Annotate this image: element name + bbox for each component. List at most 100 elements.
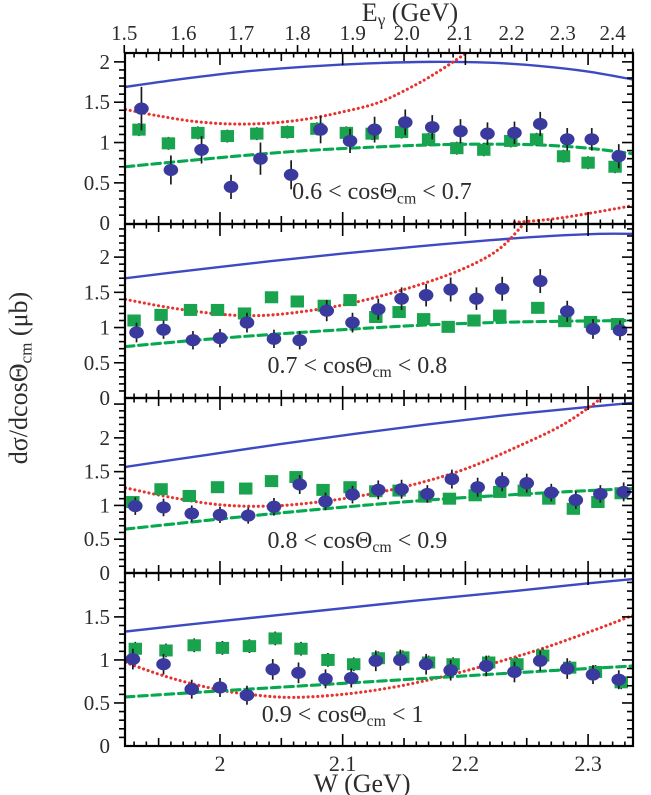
bottom-axis-title: W (GeV) (314, 769, 411, 795)
circle-data-point (543, 486, 559, 499)
top-axis-tick-label: 2.0 (394, 21, 420, 45)
y-tick-label: 0 (100, 561, 111, 585)
y-tick-label: 1 (100, 648, 111, 672)
model-curve-solid-blue (125, 577, 633, 633)
square-data-point (529, 133, 544, 146)
circle-data-point (266, 500, 282, 513)
y-tick-label: 0.5 (84, 171, 110, 195)
panel-1-circle-points (134, 86, 627, 199)
circle-data-point (532, 117, 548, 131)
panel-2: 2 1.5 1 0.5 0 0.7 < cosΘcm < 0.8 (84, 222, 635, 410)
square-data-point (182, 489, 196, 502)
circle-data-point (611, 150, 627, 163)
square-data-point (294, 642, 308, 655)
square-data-point (159, 644, 173, 657)
circle-data-point (156, 501, 171, 514)
circle-data-point (128, 500, 143, 513)
square-data-point (128, 642, 143, 655)
square-data-point (191, 126, 205, 139)
circle-data-point (184, 683, 200, 696)
square-data-point (132, 123, 146, 136)
circle-data-point (370, 483, 386, 496)
circle-data-point (212, 332, 228, 345)
circle-data-point (494, 475, 510, 488)
square-data-point (264, 475, 279, 488)
bottom-axis-tick-label: 2.2 (452, 751, 480, 776)
circle-data-point (343, 671, 359, 685)
square-data-point (347, 658, 361, 671)
square-data-point (467, 314, 481, 327)
square-data-point (210, 303, 225, 316)
circle-data-point (265, 663, 281, 676)
top-axis-tick-label: 2.1 (447, 21, 473, 45)
square-data-point (161, 137, 176, 150)
circle-data-point (318, 495, 333, 508)
y-tick-label: 0 (100, 734, 111, 758)
circle-data-point (212, 508, 228, 521)
circle-data-point (507, 126, 522, 139)
square-data-point (250, 127, 264, 140)
square-data-point (558, 315, 572, 328)
model-curve-dashed-green (125, 142, 633, 169)
panel-1: 2 1.5 1 0.5 0 0.6 < cosΘcm < 0.7 (84, 50, 635, 235)
top-axis-tick-label: 2.2 (499, 21, 525, 45)
circle-data-point (584, 133, 600, 146)
top-axis-tick-label: 1.7 (228, 21, 254, 45)
circle-data-point (418, 289, 434, 302)
model-curve-dashed-green (125, 318, 633, 349)
circle-data-point (239, 689, 255, 702)
circle-data-point (494, 282, 510, 295)
square-data-point (210, 481, 225, 494)
circle-data-point (342, 134, 358, 148)
circle-data-point (393, 653, 408, 667)
square-data-point (154, 483, 168, 496)
square-data-point (237, 307, 252, 320)
square-data-point (531, 301, 545, 314)
circle-data-point (134, 102, 149, 115)
top-axis-tick-label: 1.8 (284, 21, 310, 45)
circle-data-point (397, 116, 413, 129)
square-data-point (493, 485, 507, 498)
circle-data-point (559, 662, 575, 675)
circle-data-point (585, 668, 601, 681)
circle-data-point (266, 332, 282, 345)
panel-4-circle-points (125, 648, 627, 705)
y-tick-label: 2 (100, 426, 111, 450)
circle-data-point (313, 123, 328, 136)
circle-data-point (443, 283, 458, 296)
panel-3-circle-points (128, 469, 631, 524)
square-data-point (154, 308, 168, 321)
square-data-point (566, 502, 581, 515)
model-curve-solid-blue (125, 60, 633, 89)
panel-2-circle-points (129, 269, 628, 350)
y-tick-label: 0 (100, 386, 111, 410)
square-data-point (280, 126, 295, 139)
square-data-point (242, 640, 257, 653)
circle-data-point (163, 163, 179, 177)
y-tick-label: 0 (100, 211, 111, 235)
circle-data-point (469, 292, 484, 305)
model-curve-solid-blue (125, 401, 633, 469)
square-data-point (239, 482, 253, 495)
square-data-point (183, 303, 198, 316)
circle-data-point (568, 493, 584, 507)
square-data-point (392, 306, 406, 319)
circle-data-point (532, 654, 548, 667)
y-tick-label: 0.5 (84, 691, 110, 715)
circle-data-point (345, 316, 360, 329)
circle-data-point (156, 323, 171, 336)
top-axis-tick-label: 1.6 (170, 21, 196, 45)
circle-data-point (253, 152, 268, 165)
square-data-point (268, 632, 282, 645)
circle-data-point (370, 303, 386, 316)
circle-data-point (394, 292, 409, 305)
circle-data-point (593, 487, 608, 501)
panel-1-range-label: 0.6 < cosΘcm < 0.7 (292, 179, 472, 207)
circle-data-point (519, 477, 535, 490)
top-axis-tick-label: 2.3 (550, 21, 576, 45)
model-curve-dotted-red-secondary (512, 203, 633, 224)
circle-data-point (616, 485, 631, 499)
y-tick-label: 2 (100, 245, 111, 269)
panel-3-range-label: 0.8 < cosΘcm < 0.9 (268, 528, 448, 556)
